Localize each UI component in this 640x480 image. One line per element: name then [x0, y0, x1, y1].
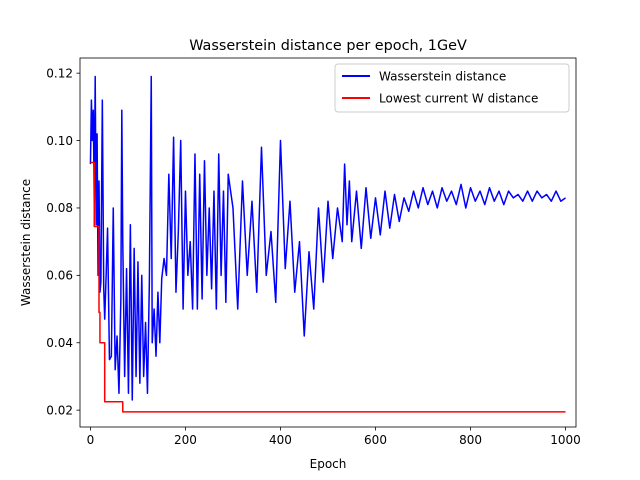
y-tick-label: 0.06	[46, 269, 73, 283]
plot-frame	[79, 57, 577, 428]
y-tick-label: 0.08	[46, 201, 73, 215]
y-tick-label: 0.02	[46, 403, 73, 417]
y-tick-label: 0.04	[46, 336, 73, 350]
x-axis: 0 200 400 600 800 1000	[87, 427, 581, 447]
series-line-1	[90, 161, 566, 413]
x-axis-label: Epoch	[310, 457, 347, 471]
legend-label-wasserstein-distance: Wasserstein distance	[379, 70, 506, 84]
x-tick-label: 0	[87, 433, 95, 447]
plot-area	[80, 58, 576, 427]
legend-label-lowest-current-w-distance: Lowest current W distance	[379, 92, 538, 106]
y-tick-label: 0.10	[46, 134, 73, 148]
series-line-0	[89, 75, 566, 401]
x-tick-label: 200	[174, 433, 197, 447]
x-tick-label: 1000	[550, 433, 581, 447]
y-axis-label: Wasserstein distance	[19, 179, 33, 306]
legend-box	[334, 63, 570, 113]
series-layer	[89, 75, 566, 413]
x-tick-label: 800	[459, 433, 482, 447]
x-tick-label: 600	[364, 433, 387, 447]
legend: Wasserstein distance Lowest current W di…	[334, 63, 570, 113]
chart-title: Wasserstein distance per epoch, 1GeV	[189, 38, 467, 54]
x-tick-label: 400	[269, 433, 292, 447]
y-tick-label: 0.12	[46, 66, 73, 80]
y-axis: 0.02 0.04 0.06 0.08 0.10 0.12	[46, 66, 80, 417]
